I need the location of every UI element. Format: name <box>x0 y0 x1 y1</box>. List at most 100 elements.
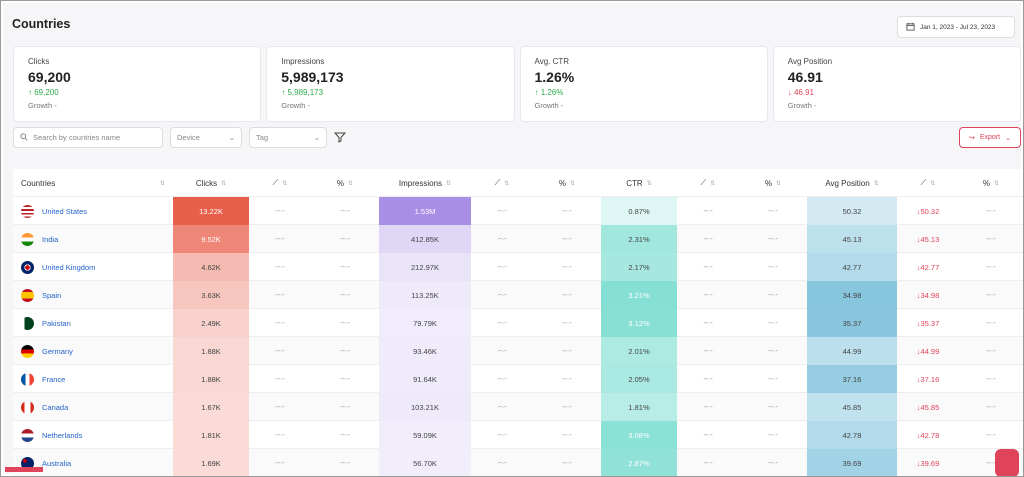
table-row[interactable]: United States 13.22K --·- --·- 1.53M --·- --·-… <box>13 197 1023 225</box>
empty-cell: --·- <box>275 459 285 467</box>
flag-icon <box>21 260 34 274</box>
table-row[interactable]: Germany 1.88K --·- --·- 93.46K --·- --·- 2.01% -… <box>13 337 1023 365</box>
empty-cell: --·- <box>497 263 507 271</box>
tag-select[interactable]: Tag ⌄ <box>249 127 327 148</box>
clicks-cell: 1.81K <box>173 421 249 449</box>
col-header-impr-trend[interactable]: ⟋ ⇅ <box>471 169 533 197</box>
position-change-cell: ↓ 44.99 <box>916 346 940 356</box>
flag-icon <box>21 428 34 442</box>
metric-label: Avg Position <box>787 57 833 66</box>
position-change-cell: ↓ 34.98 <box>916 290 940 300</box>
metric-card-avg-position: Avg Position 46.91 ↓ 46.91 Growth - <box>772 46 1021 122</box>
col-header-clicks[interactable]: Clicks ⇅ <box>195 178 227 188</box>
country-name-link[interactable]: Germany <box>13 337 173 365</box>
col-header-ctr-trend[interactable]: ⟋ ⇅ <box>677 169 739 197</box>
empty-cell: --·- <box>562 347 572 355</box>
table-row[interactable]: Pakistan 2.49K --·- --·- 79.79K --·- --·- 3.12%… <box>13 309 1023 337</box>
avgpos-cell: 34.98 <box>807 281 897 309</box>
col-header-ctr[interactable]: CTR ⇅ <box>626 178 652 188</box>
avgpos-cell: 45.13 <box>807 225 897 253</box>
ctr-cell: 2.31% <box>601 225 677 253</box>
table-row[interactable]: France 1.88K --·- --·- 91.64K --·- --·- 2.05% --… <box>13 365 1023 393</box>
country-name-link[interactable]: Canada <box>13 393 173 421</box>
calendar-icon <box>906 22 915 33</box>
table-row[interactable]: Spain 3.63K --·- --·- 113.25K --·- --·- 3.21% --… <box>13 281 1023 309</box>
empty-cell: --·- <box>703 403 713 411</box>
empty-cell: --·- <box>562 431 572 439</box>
country-name-link[interactable]: Pakistan <box>13 309 173 337</box>
device-select[interactable]: Device ⌄ <box>170 127 242 148</box>
flag-icon <box>21 400 34 414</box>
country-name-link[interactable]: United States <box>13 197 173 225</box>
country-name-link[interactable]: Netherlands <box>13 421 173 449</box>
impressions-cell: 56.70K <box>379 449 471 476</box>
empty-cell: --·- <box>275 263 285 271</box>
metric-value: 5,989,173 <box>281 69 344 85</box>
flag-icon <box>21 232 34 246</box>
country-name-link[interactable]: India <box>13 225 173 253</box>
trend-chart-icon: ⟋ <box>700 178 707 187</box>
metric-change: ↑ 1.26% <box>534 88 564 97</box>
col-header-avg-position[interactable]: Avg Position ⇅ <box>825 178 879 188</box>
date-range-picker[interactable]: Jan 1, 2023 - Jul 23, 2023 <box>897 16 1015 38</box>
col-header-pos-pct[interactable]: % ⇅ <box>982 178 1000 188</box>
col-header-impressions[interactable]: Impressions ⇅ <box>398 178 452 188</box>
empty-cell: --·- <box>340 375 350 383</box>
flag-icon <box>21 344 34 358</box>
chevron-down-icon: ⌄ <box>1005 134 1011 142</box>
chat-widget-button[interactable] <box>995 449 1019 476</box>
table-row[interactable]: Australia 1.69K --·- --·- 56.70K --·- --·- 2.87… <box>13 449 1023 476</box>
search-input[interactable]: Search by countries name <box>13 127 163 148</box>
empty-cell: --·- <box>562 291 572 299</box>
col-header-pos-trend[interactable]: ⟋ ⇅ <box>897 169 959 197</box>
country-name-link[interactable]: Spain <box>13 281 173 309</box>
col-header-clicks-pct[interactable]: % ⇅ <box>336 178 354 188</box>
impressions-cell: 103.21K <box>379 393 471 421</box>
clicks-cell: 1.69K <box>173 449 249 476</box>
avgpos-cell: 37.16 <box>807 365 897 393</box>
clicks-cell: 4.62K <box>173 253 249 281</box>
col-header-clicks-trend[interactable]: ⟋ ⇅ <box>249 169 311 197</box>
export-button[interactable]: ↪ Export ⌄ <box>959 127 1021 148</box>
chevron-down-icon: ⌄ <box>313 133 320 142</box>
filter-bar: Search by countries name Device ⌄ Tag ⌄ <box>13 127 1021 149</box>
table-row[interactable]: Netherlands 1.81K --·- --·- 59.09K --·- --·- 3.… <box>13 421 1023 449</box>
empty-cell: --·- <box>986 207 996 215</box>
search-icon <box>20 132 28 143</box>
country-name-link[interactable]: United Kingdom <box>13 253 173 281</box>
country-name-link[interactable]: France <box>13 365 173 393</box>
empty-cell: --·- <box>703 207 713 215</box>
ctr-cell: 2.87% <box>601 449 677 476</box>
empty-cell: --·- <box>768 207 778 215</box>
avgpos-cell: 35.37 <box>807 309 897 337</box>
ctr-cell: 2.01% <box>601 337 677 365</box>
position-change-cell: ↓ 42.78 <box>916 430 940 440</box>
table-row[interactable]: Canada 1.67K --·- --·- 103.21K --·- --·- 1.81% -… <box>13 393 1023 421</box>
col-header-ctr-pct[interactable]: % ⇅ <box>764 178 782 188</box>
table-row[interactable]: India 9.52K --·- --·- 412.85K --·- --·- 2.31% --… <box>13 225 1023 253</box>
col-header-impr-pct[interactable]: % ⇅ <box>558 178 576 188</box>
empty-cell: --·- <box>986 319 996 327</box>
clicks-cell: 13.22K <box>173 197 249 225</box>
empty-cell: --·- <box>986 403 996 411</box>
col-header-countries[interactable]: Countries ⇅ <box>21 178 165 188</box>
empty-cell: --·- <box>768 235 778 243</box>
impressions-cell: 212.97K <box>379 253 471 281</box>
avgpos-cell: 44.99 <box>807 337 897 365</box>
empty-cell: --·- <box>275 291 285 299</box>
metric-card-clicks: Clicks 69,200 ↑ 69,200 Growth - <box>13 46 262 122</box>
sort-icon: ⇅ <box>646 180 652 187</box>
country-name-link[interactable]: Australia <box>13 449 173 476</box>
empty-cell: --·- <box>768 347 778 355</box>
sort-icon: ⇅ <box>348 180 354 187</box>
table-row[interactable]: United Kingdom 4.62K --·- --·- 212.97K --·- --… <box>13 253 1023 281</box>
empty-cell: --·- <box>340 319 350 327</box>
empty-cell: --·- <box>986 459 996 467</box>
empty-cell: --·- <box>703 459 713 467</box>
empty-cell: --·- <box>275 235 285 243</box>
empty-cell: --·- <box>562 403 572 411</box>
empty-cell: --·- <box>562 235 572 243</box>
sort-icon: ⇅ <box>776 180 782 187</box>
filter-icon[interactable] <box>333 130 347 148</box>
